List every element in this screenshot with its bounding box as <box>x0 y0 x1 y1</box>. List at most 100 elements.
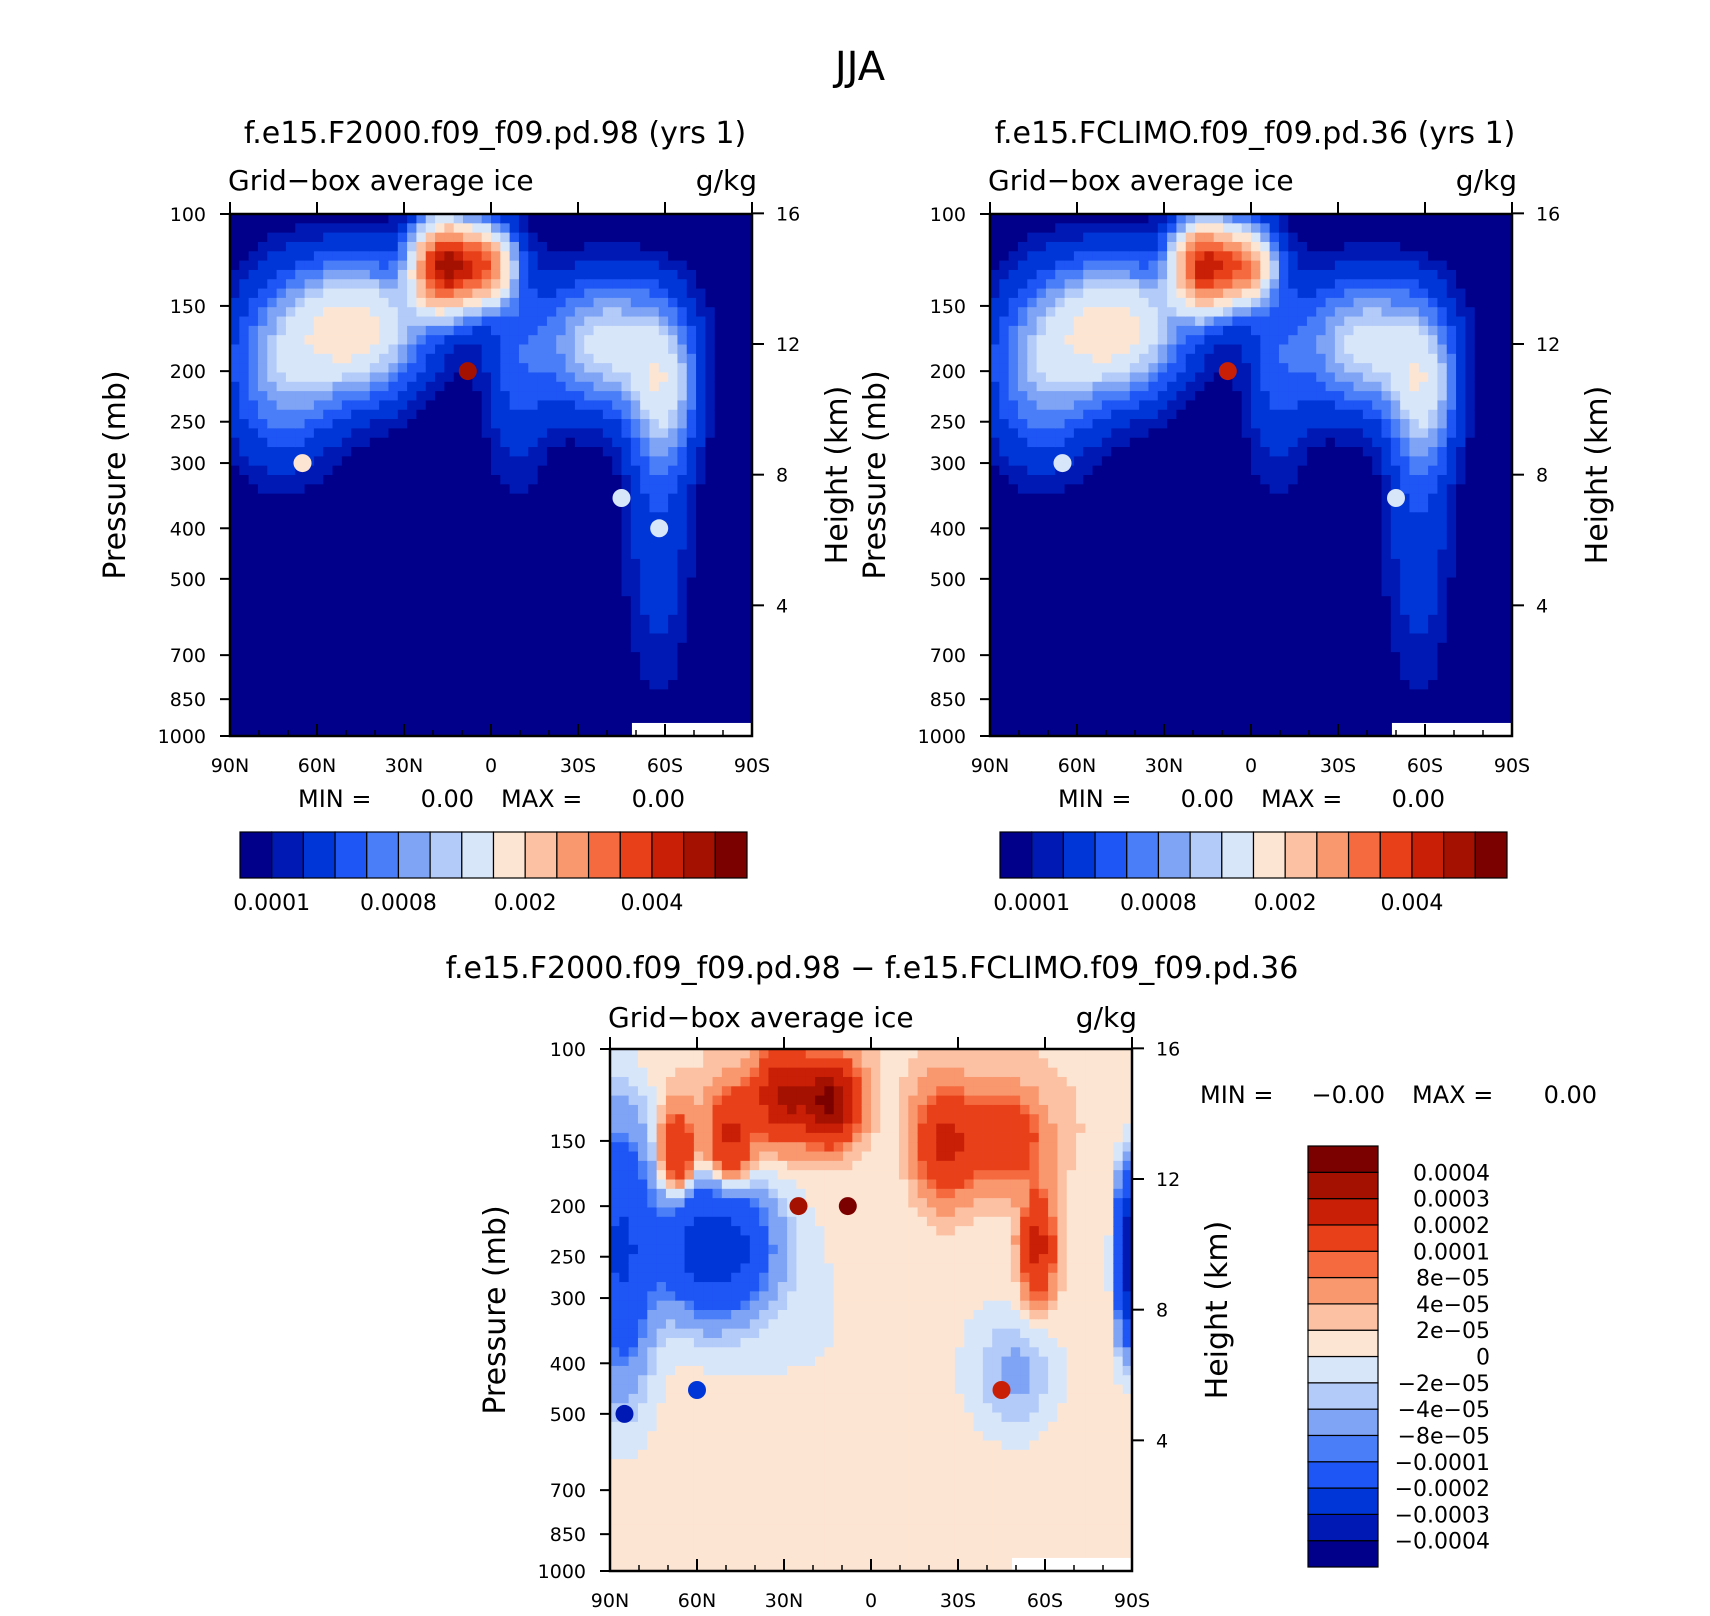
contour-cell <box>239 614 250 625</box>
contour-cell <box>1036 596 1047 607</box>
contour-cell <box>276 419 287 429</box>
contour-cell <box>546 614 557 625</box>
contour-cell <box>481 726 492 737</box>
contour-cell <box>518 223 529 234</box>
contour-cell <box>1232 652 1243 663</box>
contour-cell <box>1073 493 1084 504</box>
contour-cell <box>1083 502 1094 513</box>
contour-cell <box>1064 223 1075 234</box>
contour-cell <box>509 689 520 700</box>
contour-cell <box>990 577 1000 588</box>
contour-cell <box>248 325 259 336</box>
contour-cell <box>509 437 520 448</box>
contour-cell <box>481 689 492 700</box>
contour-cell <box>1111 577 1122 588</box>
contour-cell <box>1213 661 1224 672</box>
contour-cell <box>351 689 362 700</box>
contour-cell <box>1195 437 1205 448</box>
contour-cell <box>668 419 679 429</box>
contour-cell <box>537 549 548 560</box>
contour-cell <box>1139 372 1150 383</box>
contour-cell <box>313 344 324 355</box>
contour-cell <box>1064 400 1075 411</box>
contour-cell <box>1120 614 1131 625</box>
contour-cell <box>1045 614 1056 625</box>
contour-cell <box>313 353 324 364</box>
contour-cell <box>276 223 287 234</box>
contour-cell <box>463 633 473 644</box>
contour-cell <box>1157 381 1168 392</box>
contour-cell <box>696 708 706 718</box>
contour-cell <box>257 512 268 523</box>
contour-cell <box>621 530 632 541</box>
contour-cell <box>1260 353 1271 364</box>
contour-cell <box>1260 717 1271 728</box>
contour-cell <box>621 223 632 234</box>
contour-cell <box>537 642 548 653</box>
contour-cell <box>621 428 632 439</box>
contour-cell <box>369 624 380 635</box>
contour-cell <box>369 307 380 318</box>
contour-cell <box>407 521 418 532</box>
contour-cell <box>1073 447 1084 457</box>
contour-cell <box>686 465 697 476</box>
contour-cell <box>239 689 250 700</box>
contour-cell <box>463 437 473 448</box>
contour-cell <box>518 428 529 439</box>
contour-cell <box>677 708 688 718</box>
contour-cell <box>696 335 706 346</box>
contour-cell <box>463 726 473 737</box>
contour-cell <box>1185 372 1196 383</box>
contour-cell <box>407 400 418 411</box>
contour-cell <box>463 456 473 467</box>
contour-cell <box>285 484 296 495</box>
contour-cell <box>999 502 1010 513</box>
contour-cell <box>332 409 343 420</box>
contour-cell <box>463 316 473 327</box>
contour-cell <box>1232 465 1243 476</box>
contour-cell <box>1092 288 1103 299</box>
contour-cell <box>369 400 380 411</box>
contour-cell <box>435 596 445 607</box>
contour-cell <box>1129 558 1140 569</box>
contour-cell <box>1195 214 1205 224</box>
contour-cell <box>1269 447 1280 457</box>
contour-cell <box>1073 484 1084 495</box>
contour-cell <box>444 223 455 234</box>
contour-cell <box>379 419 390 429</box>
contour-cell <box>416 549 427 560</box>
contour-cell <box>649 568 660 579</box>
contour-cell <box>696 502 706 513</box>
contour-cell <box>509 251 520 262</box>
contour-cell <box>397 353 408 364</box>
contour-cell <box>435 428 445 439</box>
contour-cell <box>472 521 483 532</box>
contour-cell <box>1101 708 1112 718</box>
contour-cell <box>500 502 511 513</box>
contour-cell <box>714 325 725 336</box>
contour-cell <box>602 344 613 355</box>
contour-cell <box>1223 521 1233 532</box>
contour-cell <box>630 288 641 299</box>
contour-cell <box>435 260 445 271</box>
contour-cell <box>425 549 436 560</box>
contour-cell <box>705 307 716 318</box>
contour-cell <box>696 670 706 681</box>
contour-cell <box>1251 633 1261 644</box>
contour-cell <box>574 297 585 308</box>
contour-cell <box>369 698 380 709</box>
contour-cell <box>630 484 641 495</box>
contour-cell <box>1260 465 1271 476</box>
contour-cell <box>230 698 240 709</box>
contour-cell <box>677 661 688 672</box>
contour-cell <box>528 493 539 504</box>
contour-cell <box>491 419 501 429</box>
contour-cell <box>640 316 651 327</box>
contour-cell <box>1073 586 1084 597</box>
contour-cell <box>1260 344 1271 355</box>
contour-cell <box>630 661 641 672</box>
contour-cell <box>481 381 492 392</box>
contour-cell <box>369 708 380 718</box>
contour-cell <box>696 661 706 672</box>
contour-cell <box>509 381 520 392</box>
